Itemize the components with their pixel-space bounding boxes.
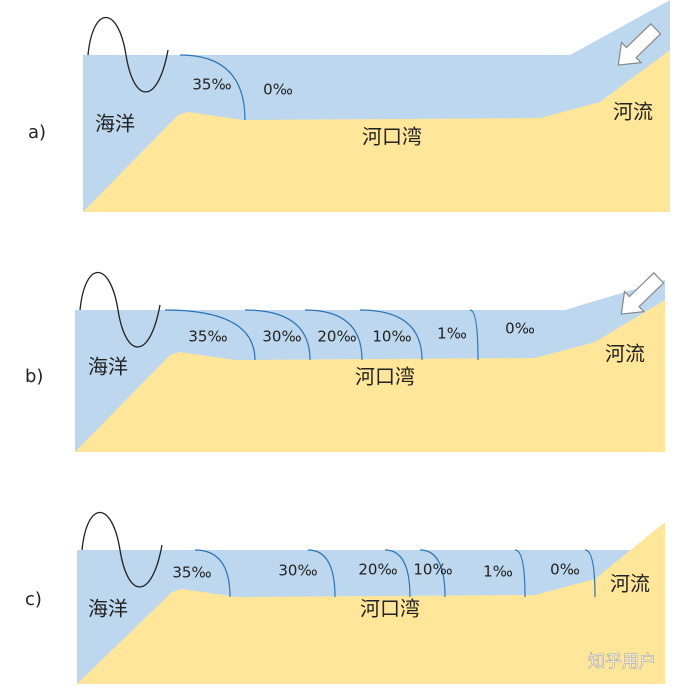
flow-arrow bbox=[617, 23, 662, 66]
arrow-shape bbox=[620, 272, 665, 315]
sand bbox=[77, 522, 665, 684]
sea-label: 海洋 bbox=[88, 597, 128, 621]
salinity-boundary bbox=[514, 549, 526, 598]
salinity-label: 20‰ bbox=[317, 328, 356, 346]
salinity-label: 10‰ bbox=[413, 561, 452, 579]
panel: b) 海洋 河口湾 河流 35‰ 30‰ 20‰ 10‰ 1‰ 0‰ bbox=[25, 271, 665, 452]
salinity-boundary bbox=[194, 549, 231, 598]
sand bbox=[75, 300, 665, 452]
salinity-label: 35‰ bbox=[192, 76, 231, 94]
salinity-label: 0‰ bbox=[263, 81, 293, 99]
river-label: 河流 bbox=[610, 572, 650, 596]
estuary-label: 河口湾 bbox=[355, 365, 415, 389]
salinity-boundary bbox=[164, 309, 256, 361]
salinity-label: 35‰ bbox=[188, 328, 227, 346]
watermark: 知乎用户 bbox=[588, 652, 656, 672]
salinity-label: 20‰ bbox=[358, 561, 397, 579]
salinity-label: 35‰ bbox=[172, 564, 211, 582]
panel-label: c) bbox=[25, 589, 42, 610]
arrow-shape bbox=[617, 23, 662, 66]
salinity-label: 1‰ bbox=[483, 563, 513, 581]
salinity-boundary bbox=[244, 309, 311, 361]
salinity-label: 30‰ bbox=[278, 562, 317, 580]
salinity-boundary bbox=[384, 549, 411, 598]
river-label: 河流 bbox=[613, 100, 653, 124]
salinity-boundary bbox=[419, 549, 446, 598]
salinity-label: 0‰ bbox=[550, 561, 580, 579]
panel-label: a) bbox=[28, 122, 46, 143]
sea-label: 海洋 bbox=[88, 355, 128, 379]
salinity-boundary bbox=[304, 309, 363, 361]
salinity-boundary bbox=[584, 549, 596, 598]
wave bbox=[87, 16, 169, 93]
estuary-label: 河口湾 bbox=[362, 125, 422, 149]
estuary-label: 河口湾 bbox=[360, 597, 420, 621]
salinity-label: 10‰ bbox=[372, 328, 411, 346]
salinity-boundary bbox=[307, 549, 336, 598]
wave bbox=[79, 271, 161, 348]
sand bbox=[83, 50, 670, 212]
wave bbox=[81, 511, 163, 588]
sea-label: 海洋 bbox=[95, 112, 135, 136]
salinity-boundary bbox=[179, 54, 246, 121]
flow-arrow bbox=[620, 272, 665, 315]
salinity-boundary bbox=[469, 309, 479, 361]
salinity-label: 30‰ bbox=[262, 328, 301, 346]
river-label: 河流 bbox=[605, 342, 645, 366]
salinity-label: 0‰ bbox=[505, 320, 535, 338]
panel-label: b) bbox=[25, 366, 43, 387]
salinity-boundary bbox=[359, 309, 423, 361]
salinity-label: 1‰ bbox=[437, 325, 467, 343]
panel: c) 海洋 河口湾 河流 35‰ 30‰ 20‰ 10‰ 1‰ 0‰ bbox=[25, 511, 665, 684]
